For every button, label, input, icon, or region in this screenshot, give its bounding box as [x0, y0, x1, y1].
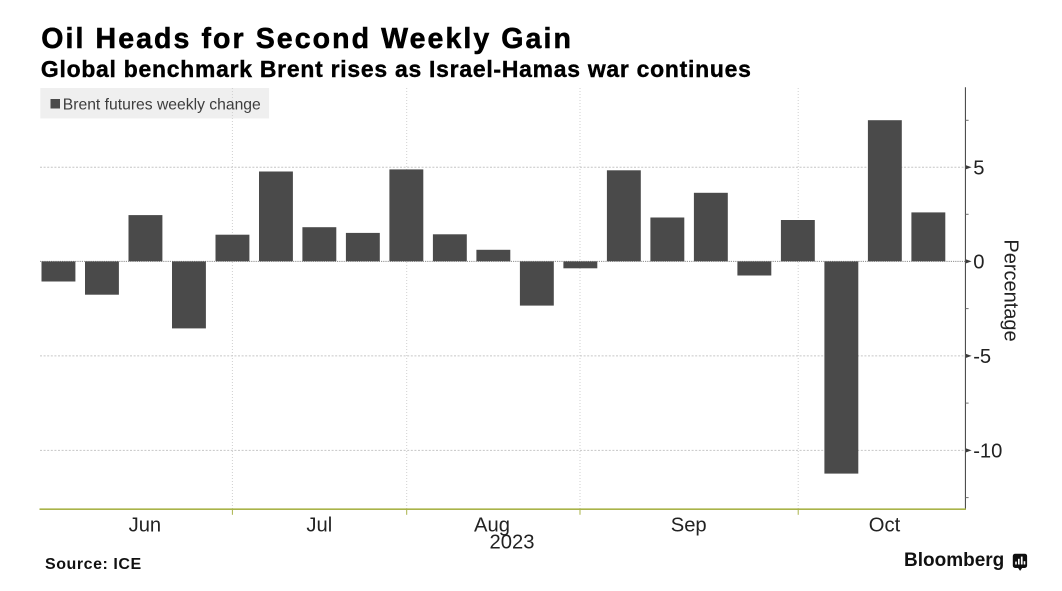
svg-text:0: 0: [973, 252, 984, 274]
svg-text:Jun: Jun: [129, 514, 162, 536]
svg-text:2023: 2023: [490, 531, 535, 553]
svg-text:Brent futures weekly change: Brent futures weekly change: [63, 96, 261, 113]
svg-text:Oct: Oct: [869, 514, 901, 536]
svg-text:Percentage: Percentage: [1000, 239, 1022, 341]
svg-text:-5: -5: [973, 346, 991, 368]
svg-text:5: 5: [973, 158, 984, 180]
svg-text:Aug: Aug: [474, 514, 510, 536]
svg-text:Sep: Sep: [671, 514, 707, 536]
svg-text:-10: -10: [973, 441, 1002, 463]
svg-text:Jul: Jul: [306, 514, 332, 536]
